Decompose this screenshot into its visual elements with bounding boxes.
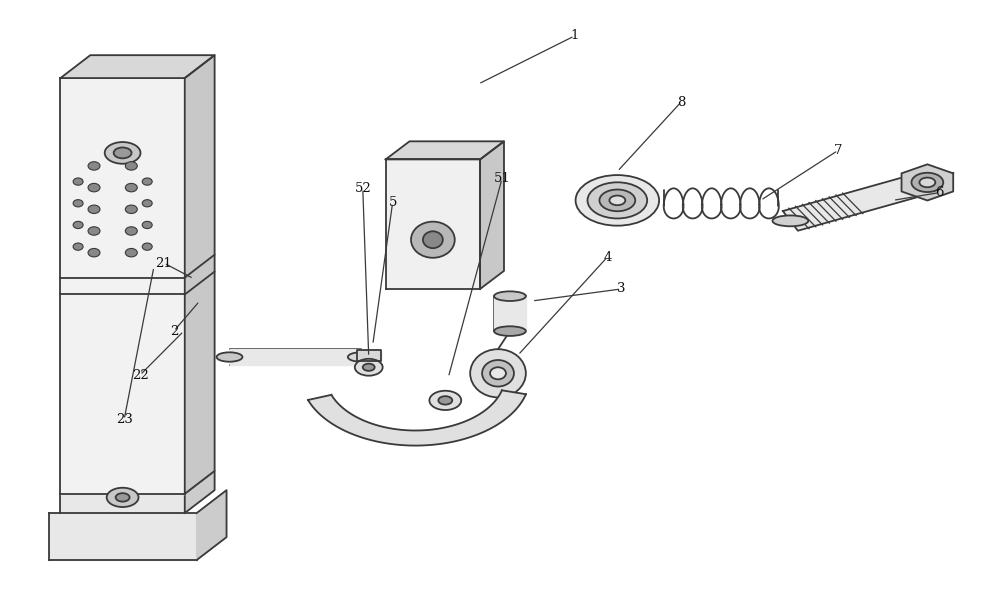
Ellipse shape	[423, 231, 443, 248]
Text: 1: 1	[570, 29, 579, 43]
Ellipse shape	[125, 162, 137, 170]
Ellipse shape	[88, 162, 100, 170]
Ellipse shape	[114, 148, 132, 158]
Ellipse shape	[470, 349, 526, 398]
Text: 4: 4	[603, 250, 612, 263]
Ellipse shape	[88, 227, 100, 235]
Text: 52: 52	[354, 182, 371, 195]
Ellipse shape	[142, 199, 152, 207]
Polygon shape	[357, 350, 381, 361]
Polygon shape	[230, 349, 361, 365]
Polygon shape	[783, 177, 920, 230]
Ellipse shape	[88, 205, 100, 213]
Ellipse shape	[494, 326, 526, 336]
Ellipse shape	[494, 291, 526, 301]
Polygon shape	[185, 471, 215, 513]
Ellipse shape	[142, 243, 152, 250]
Ellipse shape	[125, 184, 137, 192]
Text: 8: 8	[677, 95, 685, 109]
Polygon shape	[386, 141, 504, 159]
Ellipse shape	[576, 175, 659, 226]
Ellipse shape	[142, 221, 152, 229]
Polygon shape	[494, 296, 526, 331]
Ellipse shape	[482, 360, 514, 387]
Ellipse shape	[125, 249, 137, 257]
Text: 6: 6	[935, 186, 944, 199]
Polygon shape	[60, 494, 185, 513]
Ellipse shape	[609, 196, 625, 205]
Ellipse shape	[363, 364, 375, 371]
Ellipse shape	[411, 222, 455, 258]
Polygon shape	[308, 390, 526, 446]
Ellipse shape	[73, 243, 83, 250]
Text: 21: 21	[156, 257, 172, 269]
Polygon shape	[49, 513, 197, 560]
Polygon shape	[60, 55, 215, 78]
Text: 22: 22	[132, 368, 148, 382]
Ellipse shape	[911, 173, 943, 192]
Ellipse shape	[107, 488, 139, 507]
Ellipse shape	[919, 178, 935, 187]
Ellipse shape	[348, 352, 374, 362]
Polygon shape	[197, 490, 227, 560]
Ellipse shape	[73, 199, 83, 207]
Ellipse shape	[142, 178, 152, 185]
Ellipse shape	[73, 178, 83, 185]
Ellipse shape	[599, 190, 635, 211]
Ellipse shape	[490, 367, 506, 379]
Ellipse shape	[588, 182, 647, 218]
Ellipse shape	[438, 396, 452, 404]
Polygon shape	[185, 55, 215, 494]
Text: 7: 7	[834, 144, 842, 157]
Polygon shape	[386, 159, 480, 289]
Polygon shape	[480, 141, 504, 289]
Ellipse shape	[125, 227, 137, 235]
Text: 23: 23	[116, 413, 133, 426]
Polygon shape	[60, 78, 185, 494]
Ellipse shape	[88, 249, 100, 257]
Ellipse shape	[355, 359, 383, 376]
Ellipse shape	[116, 493, 130, 502]
Ellipse shape	[88, 184, 100, 192]
Ellipse shape	[429, 391, 461, 410]
Ellipse shape	[73, 221, 83, 229]
Ellipse shape	[105, 142, 141, 164]
Ellipse shape	[217, 352, 242, 362]
Text: 2: 2	[170, 325, 178, 337]
Text: 51: 51	[494, 172, 510, 185]
Polygon shape	[902, 164, 953, 201]
Text: 3: 3	[617, 283, 626, 295]
Text: 5: 5	[388, 196, 397, 209]
Ellipse shape	[125, 205, 137, 213]
Ellipse shape	[772, 215, 808, 226]
